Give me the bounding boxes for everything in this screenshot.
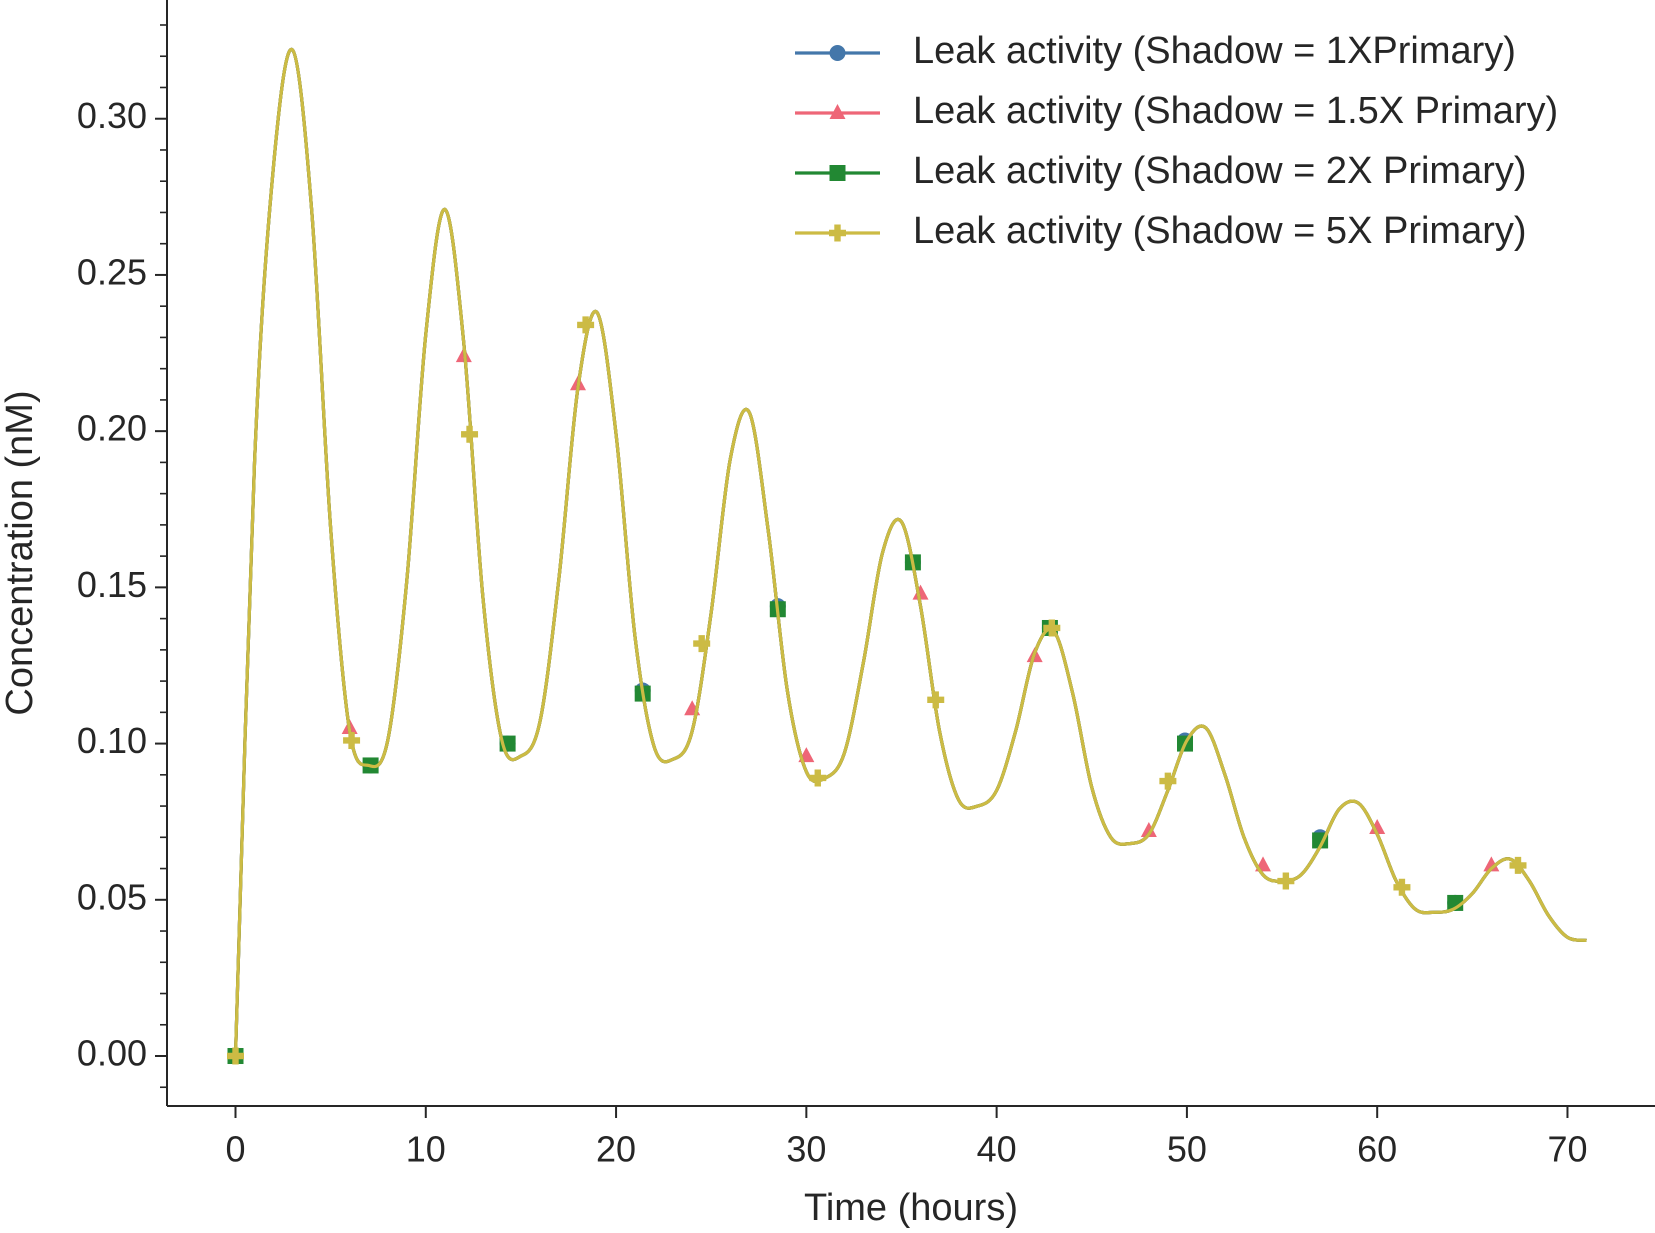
y-tick-label: 0.10 — [77, 720, 147, 761]
marker — [1483, 856, 1500, 872]
legend-label: Leak activity (Shadow = 5X Primary) — [913, 210, 1527, 252]
y-tick-label: 0.15 — [77, 564, 147, 605]
x-axis-label: Time (hours) — [804, 1187, 1018, 1229]
y-tick-label: 0.30 — [77, 95, 147, 136]
marker — [1369, 818, 1386, 834]
marker — [693, 635, 711, 653]
x-tick-label: 30 — [786, 1129, 826, 1170]
legend-marker — [829, 45, 846, 61]
marker — [227, 1047, 245, 1065]
series — [227, 47, 1587, 1065]
x-tick-label: 50 — [1167, 1129, 1207, 1170]
x-tick-label: 0 — [225, 1129, 245, 1170]
legend-marker — [829, 165, 846, 181]
marker — [343, 731, 361, 749]
y-axis-label: Concentration (nM) — [0, 390, 41, 715]
legend-marker — [829, 104, 846, 119]
legend-label: Leak activity (Shadow = 2X Primary) — [913, 150, 1527, 192]
marker — [1159, 772, 1177, 790]
y-tick-label: 0.25 — [77, 251, 147, 292]
y-tick-label: 0.00 — [77, 1033, 147, 1074]
x-tick-label: 20 — [596, 1129, 636, 1170]
x-tick-label: 40 — [977, 1129, 1017, 1170]
marker — [912, 584, 929, 600]
marker — [1509, 856, 1527, 874]
y-tick-label: 0.05 — [77, 876, 147, 917]
marker — [1140, 822, 1157, 838]
marker — [1043, 619, 1061, 637]
y-tick-label: 0.20 — [77, 408, 147, 449]
legend-label: Leak activity (Shadow = 1XPrimary) — [913, 30, 1516, 72]
legend: Leak activity (Shadow = 1XPrimary) Leak a… — [795, 30, 1558, 252]
legend-marker — [829, 224, 846, 242]
marker — [461, 425, 479, 443]
series — [227, 47, 1587, 1065]
x-tick-label: 60 — [1357, 1129, 1397, 1170]
x-tick-label: 10 — [406, 1129, 446, 1170]
marker — [927, 691, 945, 709]
x-tick-label: 70 — [1547, 1129, 1587, 1170]
marker — [1277, 872, 1295, 890]
marker — [1393, 878, 1411, 896]
marker — [577, 316, 595, 334]
legend-label: Leak activity (Shadow = 1.5X Primary) — [913, 90, 1558, 132]
series-line — [233, 47, 1587, 1057]
marker — [809, 769, 827, 787]
